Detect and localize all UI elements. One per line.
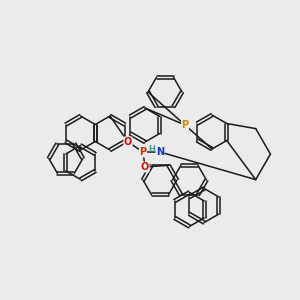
Text: O: O bbox=[124, 137, 132, 147]
Text: N: N bbox=[156, 147, 164, 157]
Text: O: O bbox=[141, 162, 149, 172]
Text: P: P bbox=[140, 147, 147, 157]
Text: H: H bbox=[148, 146, 155, 154]
Text: P: P bbox=[182, 120, 189, 130]
